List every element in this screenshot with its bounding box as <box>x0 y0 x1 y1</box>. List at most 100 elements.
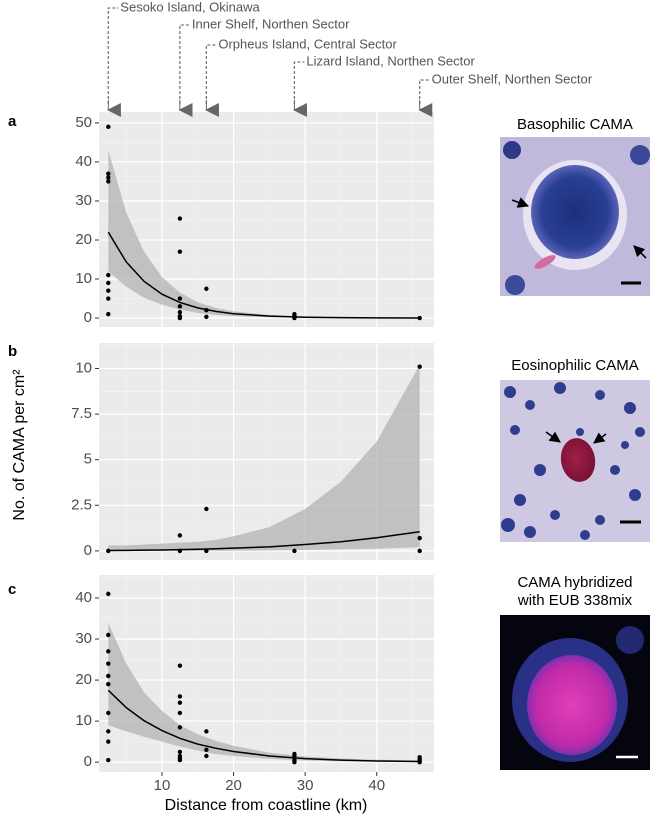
x-tick-label: 30 <box>297 777 314 794</box>
data-point <box>177 315 183 321</box>
y-tick-label: 5 <box>84 451 92 468</box>
plot-background <box>99 575 434 772</box>
data-point <box>177 548 183 554</box>
data-point <box>106 171 111 176</box>
site-label: Lizard Island, Northen Sector <box>306 53 475 68</box>
data-point <box>292 753 297 759</box>
micrograph-hybridized <box>500 615 650 770</box>
x-tick-label: 10 <box>154 777 171 794</box>
panel-label: c <box>8 581 16 598</box>
data-point <box>177 309 183 315</box>
data-point <box>177 249 183 254</box>
data-point <box>106 673 111 679</box>
y-tick-label: 7.5 <box>71 405 92 422</box>
data-point <box>177 725 183 730</box>
panel-plot: 0 10 20 30 40 10 20 30 40 <box>75 575 434 794</box>
data-point <box>204 506 209 512</box>
data-point <box>177 304 183 309</box>
x-tick-label: 40 <box>368 777 385 794</box>
data-point <box>292 315 297 321</box>
data-point <box>417 535 422 541</box>
y-tick-label: 40 <box>75 589 92 606</box>
panel-label: a <box>8 113 17 130</box>
data-point <box>177 533 183 538</box>
data-point <box>292 548 297 554</box>
site-label: Inner Shelf, Northen Sector <box>192 16 350 31</box>
y-tick-label: 10 <box>75 270 92 287</box>
y-tick-label: 2.5 <box>71 496 92 513</box>
data-point <box>417 548 422 554</box>
image-title: Eosinophilic CAMA <box>511 357 639 374</box>
y-tick-label: 30 <box>75 192 92 209</box>
data-point <box>204 747 209 753</box>
data-point <box>106 548 111 554</box>
micrograph-eosinophilic <box>500 380 650 542</box>
data-point <box>204 729 209 734</box>
site-leader <box>179 24 190 104</box>
image-title: CAMA hybridized <box>517 574 632 591</box>
data-point <box>106 591 111 597</box>
data-point <box>177 663 183 668</box>
data-point <box>106 757 111 763</box>
fit-line <box>107 689 420 763</box>
data-point <box>106 175 111 180</box>
panel-label: b <box>8 343 17 360</box>
data-point <box>106 681 111 687</box>
y-tick-label: 10 <box>75 712 92 729</box>
site-leader <box>419 79 430 104</box>
confidence-band <box>108 364 420 551</box>
panel-plot: 0 10 20 30 40 50 <box>75 112 434 327</box>
data-point <box>106 739 111 744</box>
y-tick-label: 20 <box>75 671 92 688</box>
site-leader <box>107 7 119 104</box>
x-axis-title: Distance from coastline (km) <box>165 797 368 814</box>
data-point <box>106 710 111 716</box>
data-point <box>106 179 111 184</box>
data-point <box>292 759 297 765</box>
site-leader <box>293 61 305 104</box>
data-point <box>106 661 111 666</box>
data-point <box>177 296 183 301</box>
x-tick-label: 20 <box>225 777 242 794</box>
data-point <box>417 315 422 321</box>
data-point <box>417 759 422 765</box>
data-point <box>106 280 111 286</box>
data-point <box>204 548 209 554</box>
image-title: with EUB 338mix <box>517 592 633 609</box>
data-point <box>106 729 111 734</box>
y-tick-label: 40 <box>75 153 92 170</box>
fit-line <box>108 530 420 552</box>
data-point <box>106 272 111 278</box>
site-leader <box>205 44 217 104</box>
fit-line <box>107 231 420 319</box>
y-tick-label: 0 <box>84 542 92 559</box>
data-point <box>177 694 183 699</box>
image-title: Basophilic CAMA <box>517 116 633 133</box>
panel-plot: 0 2.5 5 7.5 10 <box>71 343 434 560</box>
data-point <box>204 314 209 320</box>
data-point <box>177 757 183 763</box>
y-tick-label: 30 <box>75 630 92 647</box>
data-point <box>417 364 422 369</box>
data-point <box>106 311 111 317</box>
y-tick-label: 0 <box>84 309 92 326</box>
site-label: Orpheus Island, Central Sector <box>218 36 397 51</box>
data-point <box>204 308 209 313</box>
y-tick-label: 50 <box>75 114 92 131</box>
data-point <box>177 749 183 755</box>
data-point <box>204 753 209 759</box>
data-point <box>106 632 111 638</box>
y-tick-label: 0 <box>84 753 92 770</box>
data-point <box>177 216 183 221</box>
data-point <box>106 124 111 130</box>
site-label: Outer Shelf, Northen Sector <box>432 71 593 86</box>
data-point <box>177 710 183 716</box>
y-tick-label: 10 <box>75 359 92 376</box>
micrograph-basophilic <box>500 137 650 296</box>
data-point <box>106 288 111 293</box>
data-point <box>106 296 111 301</box>
y-axis-title: No. of CAMA per cm² <box>11 369 28 521</box>
data-point <box>177 700 183 705</box>
y-tick-label: 20 <box>75 231 92 248</box>
